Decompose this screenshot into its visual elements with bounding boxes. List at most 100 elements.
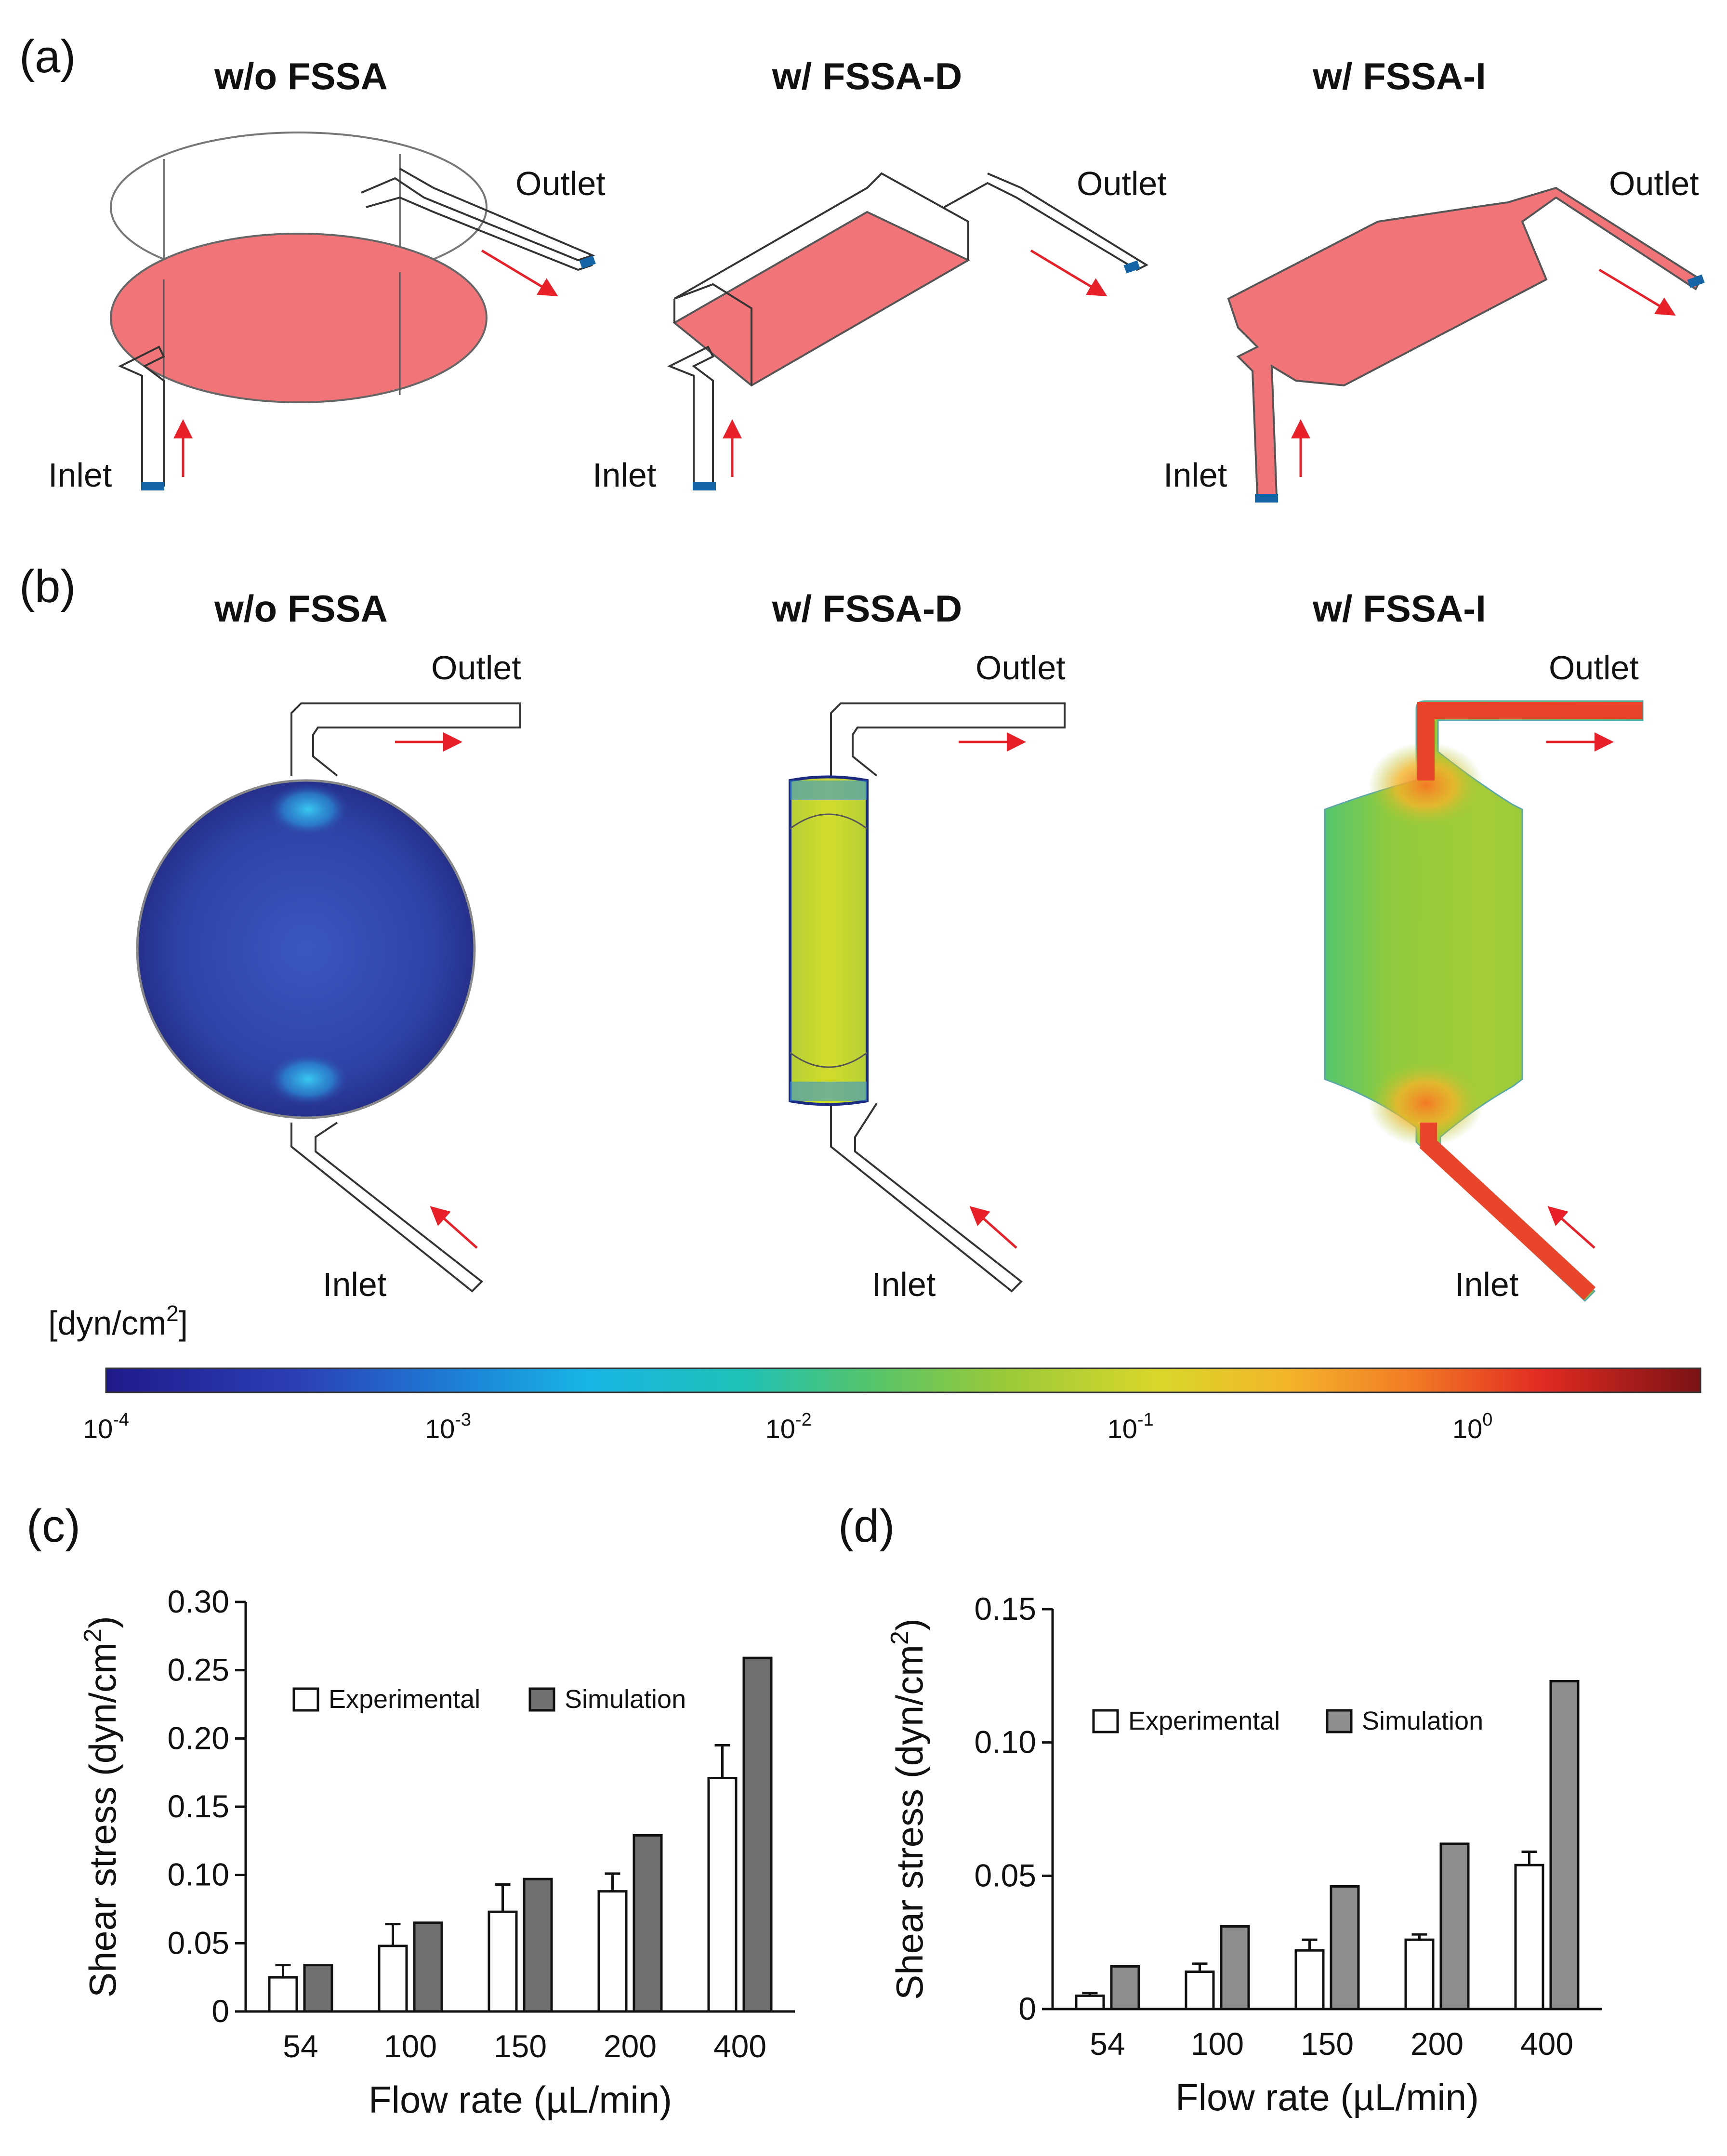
x-tick-label: 150 — [1301, 2026, 1354, 2062]
experimental-bar — [1185, 1971, 1215, 2011]
sim-b3-outlet-label: Outlet — [1549, 649, 1639, 687]
experimental-bar — [1514, 1864, 1544, 2011]
panel-a-title-2: w/ FSSA-D — [772, 55, 962, 97]
y-tick-label: 0.10 — [975, 1724, 1036, 1760]
simulation-bar — [1439, 1842, 1470, 2011]
simulation-bar — [303, 1964, 333, 2013]
legend-swatch-simulation — [1326, 1709, 1353, 1733]
x-tick-label: 54 — [283, 2028, 318, 2064]
simulation-b2-fssa-d: Outlet Inlet — [789, 649, 1066, 1303]
panel-a: (a) w/o FSSA w/ FSSA-D w/ FSSA-I Inlet O… — [19, 31, 1705, 503]
panel-b-title-2: w/ FSSA-D — [772, 587, 962, 630]
simulation-bar — [1220, 1925, 1250, 2011]
chart-d: 0 0.05 0.10 0.15 54 100 150 200 400 Flow rate (µL… — [886, 1591, 1602, 2118]
legend-label-simulation: Simulation — [1362, 1706, 1483, 1735]
panel-a-label: (a) — [19, 31, 76, 82]
panel-b: (b) w/o FSSA w/ FSSA-D w/ FSSA-I Outlet … — [19, 561, 1701, 1444]
y-tick-label: 0.05 — [168, 1925, 229, 1960]
experimental-bar — [488, 1910, 518, 2013]
simulation-bar — [1330, 1885, 1360, 2011]
panel-c-label: (c) — [26, 1500, 80, 1552]
panel-d-label: (d) — [838, 1500, 895, 1552]
y-tick-label: 0.15 — [168, 1788, 229, 1824]
sim-b2-outlet-label: Outlet — [976, 649, 1066, 687]
panel-b-label: (b) — [19, 561, 76, 612]
colorbar-tick-label: 10-2 — [765, 1410, 812, 1444]
colorbar-unit: [dyn/cm2] — [48, 1301, 188, 1342]
legend-label-simulation: Simulation — [565, 1685, 686, 1714]
x-tick-label: 200 — [1411, 2026, 1463, 2062]
inlet-arrow-icon — [969, 1206, 1017, 1249]
simulation-b1-without-fssa: Outlet Inlet — [136, 649, 521, 1303]
experimental-bar — [378, 1944, 408, 2013]
chart-c: 0 0.05 0.10 0.15 0.20 0.25 0.30 54 100 150 200 400 F… — [79, 1584, 795, 2121]
panel-b-title-3: w/ FSSA-I — [1312, 587, 1486, 630]
y-tick-label: 0.25 — [168, 1652, 229, 1688]
device-a2-fssa-d: Inlet Outlet — [593, 165, 1167, 494]
device-a3-fssa-i: Inlet Outlet — [1163, 165, 1705, 503]
panel-a-title-1: w/o FSSA — [214, 55, 388, 97]
panel-d: (d) 0 0.05 0.10 0.15 54 100 150 200 400 Flow rate… — [838, 1500, 1602, 2118]
x-axis-label: Flow rate (µL/min) — [1175, 2076, 1479, 2118]
colorbar: [dyn/cm2] 10-4 10-3 10-2 10-1 100 — [48, 1301, 1701, 1444]
simulation-bar — [1110, 1965, 1140, 2011]
x-tick-label: 200 — [604, 2028, 657, 2064]
y-tick-label: 0.10 — [168, 1857, 229, 1892]
experimental-bar — [268, 1976, 298, 2013]
legend-label-experimental: Experimental — [329, 1685, 480, 1714]
panel-c: (c) 0 0.05 0.10 0.15 0.20 0.25 0.30 54 100 150 200… — [26, 1500, 795, 2121]
experimental-bar — [707, 1777, 738, 2013]
y-axis-label: Shear stress (dyn/cm2) — [79, 1616, 124, 1997]
simulation-bar — [633, 1834, 663, 2013]
experimental-bar — [597, 1890, 628, 2013]
legend-swatch-experimental — [292, 1687, 319, 1712]
simulation-bar — [1549, 1680, 1580, 2011]
experimental-bar — [1294, 1949, 1325, 2011]
colorbar-tick-label: 10-1 — [1107, 1410, 1154, 1444]
sim-b1-inlet-label: Inlet — [323, 1266, 386, 1303]
inlet-arrow-icon — [430, 1206, 478, 1249]
legend-label-experimental: Experimental — [1128, 1706, 1280, 1735]
colorbar-tick-label: 10-4 — [83, 1410, 129, 1444]
experimental-bar — [1075, 1994, 1105, 2011]
y-axis-label: Shear stress (dyn/cm2) — [886, 1618, 931, 2000]
colorbar-gradient — [105, 1367, 1701, 1393]
y-tick-label: 0.15 — [975, 1591, 1036, 1627]
device-a1-outlet-label: Outlet — [515, 165, 606, 202]
colorbar-tick-label: 10-3 — [425, 1410, 471, 1444]
sim-b1-outlet-label: Outlet — [431, 649, 521, 687]
simulation-bar — [413, 1921, 443, 2013]
experimental-bar — [1404, 1938, 1435, 2011]
colorbar-tick-label: 100 — [1452, 1410, 1492, 1444]
outlet-arrow-icon — [1030, 249, 1107, 297]
legend-swatch-simulation — [528, 1687, 555, 1712]
y-tick-label: 0.05 — [975, 1857, 1036, 1893]
colorbar-ticks: 10-4 10-3 10-2 10-1 100 — [83, 1410, 1492, 1444]
device-a1-inlet-label: Inlet — [48, 456, 112, 494]
y-tick-label: 0 — [211, 1993, 229, 2029]
outlet-arrow-icon — [481, 249, 558, 297]
device-a3-outlet-label: Outlet — [1609, 165, 1699, 202]
panel-b-title-1: w/o FSSA — [214, 587, 388, 630]
sim-b3-inlet-label: Inlet — [1455, 1266, 1518, 1303]
legend-swatch-experimental — [1092, 1709, 1119, 1733]
simulation-b3-fssa-i: Outlet Inlet — [1324, 649, 1644, 1303]
x-axis-label: Flow rate (µL/min) — [369, 2078, 672, 2121]
x-tick-label: 150 — [494, 2028, 547, 2064]
outlet-arrow-icon — [1598, 268, 1676, 316]
y-tick-label: 0.20 — [168, 1720, 229, 1756]
x-tick-label: 400 — [1520, 2026, 1573, 2062]
y-tick-label: 0.30 — [168, 1584, 229, 1619]
simulation-bar — [523, 1878, 553, 2013]
y-tick-label: 0 — [1018, 1991, 1036, 2026]
x-tick-label: 400 — [713, 2028, 766, 2064]
device-a2-inlet-label: Inlet — [593, 456, 656, 494]
x-tick-label: 54 — [1090, 2026, 1125, 2062]
sim-b2-inlet-label: Inlet — [872, 1266, 936, 1303]
panel-a-title-3: w/ FSSA-I — [1312, 55, 1486, 97]
simulation-bar — [742, 1656, 773, 2013]
x-tick-label: 100 — [1191, 2026, 1244, 2062]
x-tick-label: 100 — [384, 2028, 437, 2064]
device-a1-without-fssa: Inlet Outlet — [48, 132, 606, 494]
